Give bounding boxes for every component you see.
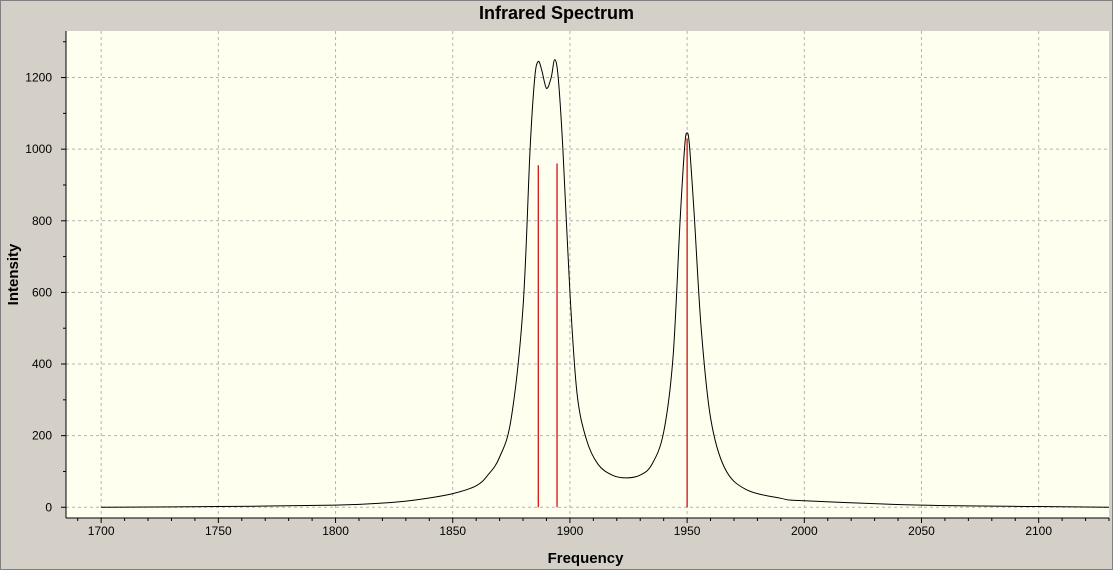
x-axis-label: Frequency <box>548 550 625 567</box>
y-tick-label: 1200 <box>25 71 52 85</box>
x-tick-label: 2000 <box>791 524 818 538</box>
y-tick-label: 200 <box>32 429 52 443</box>
x-tick-label: 1950 <box>674 524 701 538</box>
x-tick-label: 1850 <box>439 524 466 538</box>
plot-area <box>66 31 1109 518</box>
ticks: 1700 1750 1800 1850 1900 1950 2000 2050 2100 0 200… <box>25 41 1110 538</box>
spectrum-line <box>101 59 1110 508</box>
stick-spectrum <box>537 138 688 508</box>
y-tick-label: 1000 <box>25 142 52 156</box>
x-tick-label: 2050 <box>908 524 935 538</box>
axes <box>65 31 1109 519</box>
y-tick-label: 400 <box>32 357 52 371</box>
y-tick-label: 0 <box>45 500 52 514</box>
x-tick-label: 1750 <box>205 524 232 538</box>
chart-title: Infrared Spectrum <box>478 3 635 23</box>
x-tick-label: 2100 <box>1025 524 1052 538</box>
y-axis-label: Intensity <box>5 243 22 305</box>
x-tick-label: 1700 <box>88 524 115 538</box>
y-tick-label: 800 <box>32 214 52 228</box>
x-tick-label: 1800 <box>322 524 349 538</box>
x-tick-label: 1900 <box>557 524 584 538</box>
y-tick-label: 600 <box>32 285 52 299</box>
